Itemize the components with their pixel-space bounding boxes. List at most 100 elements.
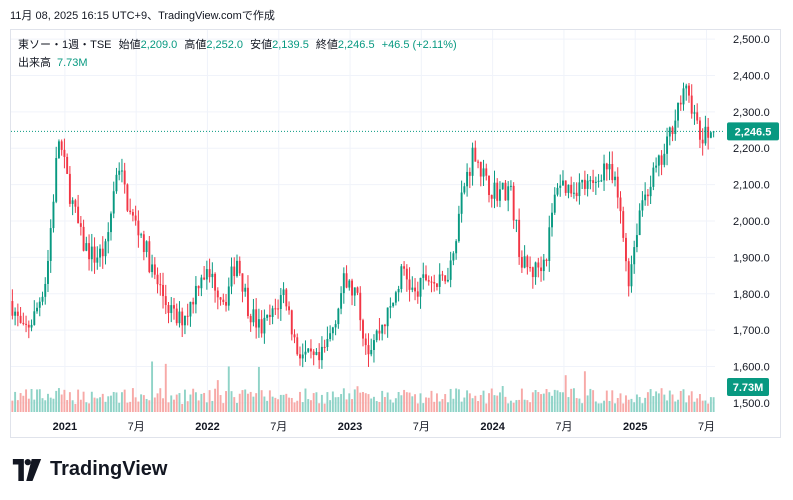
volume-bar — [688, 395, 690, 412]
candle-body — [63, 149, 66, 157]
volume-bar — [635, 394, 638, 412]
current-volume-label: 7.73M — [733, 382, 764, 394]
volume-bar — [548, 392, 551, 412]
volume-bar — [290, 397, 293, 412]
candle-body — [359, 292, 362, 321]
volume-bar — [271, 396, 274, 412]
volume-bar — [340, 394, 343, 412]
volume-bar — [331, 391, 334, 412]
volume-bar — [493, 395, 496, 412]
high-value: 2,252.0 — [206, 39, 244, 51]
candle-body — [123, 170, 126, 185]
candle-body — [148, 241, 151, 273]
candle-body — [173, 305, 175, 309]
candle-body — [151, 264, 154, 273]
candle-body — [22, 322, 25, 324]
y-tick-label: 1,600.0 — [733, 362, 770, 374]
volume-bar — [257, 366, 260, 412]
candle-body — [200, 277, 203, 289]
candle-body — [326, 338, 329, 348]
volume-bar — [660, 388, 663, 412]
candle-body — [288, 306, 290, 311]
candle-body — [367, 345, 370, 355]
candle-body — [334, 324, 337, 328]
tradingview-logo-icon — [12, 458, 42, 481]
volume-bar — [334, 397, 337, 412]
volume-bar — [625, 395, 627, 412]
volume-bar — [559, 392, 562, 412]
candle-body — [688, 85, 690, 96]
candle-body — [268, 314, 271, 318]
candle-body — [307, 348, 310, 352]
candle-body — [663, 153, 666, 165]
volume-bar — [88, 403, 91, 412]
candle-body — [255, 309, 258, 328]
volume-bar — [318, 403, 321, 412]
symbol-label[interactable]: 東ソー・1週・TSE — [18, 39, 112, 51]
candle-body — [236, 260, 238, 277]
volume-bar — [118, 402, 121, 412]
volume-bar — [353, 389, 356, 412]
volume-bar — [66, 400, 69, 412]
candle-body — [463, 186, 466, 193]
volume-bar — [205, 402, 208, 412]
volume-bar — [260, 390, 263, 412]
candle-body — [27, 324, 30, 328]
candle-body — [635, 235, 638, 248]
candle-body — [616, 176, 619, 198]
candle-body — [570, 184, 573, 194]
y-tick-label: 1,500.0 — [733, 398, 770, 410]
x-tick-label: 7月 — [698, 421, 715, 433]
candle-body — [353, 287, 356, 296]
candle-body — [441, 274, 444, 276]
candle-body — [548, 227, 551, 261]
volume-bar — [515, 400, 518, 412]
candle-body — [323, 346, 326, 348]
candle-body — [419, 277, 422, 297]
candle-body — [205, 269, 208, 280]
candle-body — [682, 88, 685, 105]
volume-bar — [279, 394, 282, 412]
candle-body — [99, 248, 101, 258]
candle-body — [55, 157, 58, 202]
volume-bar — [238, 393, 241, 412]
volume-bar — [438, 401, 441, 412]
candle-body — [49, 228, 52, 261]
volume-bar — [518, 399, 521, 412]
candle-body — [696, 112, 699, 121]
candle-body — [474, 147, 477, 162]
volume-bar — [375, 401, 378, 412]
volume-bar — [159, 388, 162, 412]
volume-bar — [285, 393, 288, 412]
volume-bar — [222, 403, 225, 412]
volume-bar — [293, 402, 296, 412]
volume-bar — [677, 399, 679, 412]
tradingview-brand[interactable]: TradingView — [10, 458, 167, 481]
volume-bar — [101, 393, 104, 412]
candle-body — [372, 340, 375, 350]
volume-bar — [698, 394, 701, 412]
volume-bar — [153, 397, 156, 412]
volume-bar — [312, 393, 315, 412]
volume-bar — [134, 397, 137, 412]
candle-body — [501, 182, 504, 190]
x-tick-label: 7月 — [270, 421, 287, 433]
candle-body — [140, 234, 143, 236]
volume-bar — [449, 388, 452, 412]
candle-body — [457, 213, 460, 242]
candle-body — [362, 320, 364, 339]
volume-bar — [575, 398, 578, 412]
candle-body — [301, 354, 304, 359]
candle-body — [701, 139, 704, 144]
candle-body — [156, 274, 159, 285]
volume-bar — [693, 401, 696, 412]
candle-body — [36, 307, 38, 312]
volume-bar — [189, 394, 192, 412]
candle-body — [126, 184, 129, 211]
candle-body — [414, 287, 417, 292]
candle-body — [93, 246, 96, 263]
candle-body — [211, 273, 214, 278]
candle-body — [625, 237, 627, 262]
volume-bar — [30, 389, 33, 412]
